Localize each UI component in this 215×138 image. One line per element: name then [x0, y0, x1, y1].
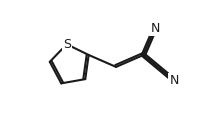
Text: S: S	[63, 38, 71, 51]
Text: N: N	[150, 22, 160, 35]
Text: N: N	[169, 74, 179, 87]
